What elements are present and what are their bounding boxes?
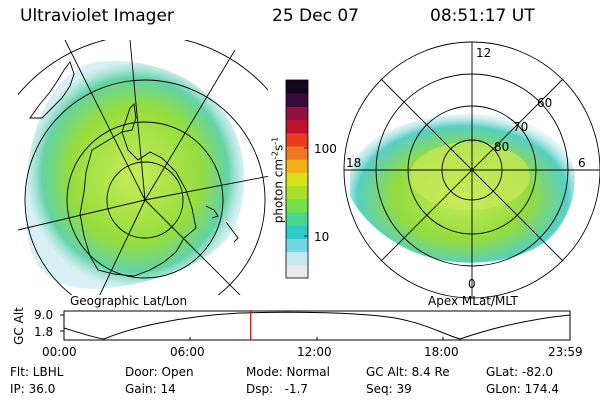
time-label: 08:51:17 UT <box>430 6 535 26</box>
peninsula-coastline <box>121 103 137 133</box>
altitude-ytick-1.8: 1.8 <box>34 325 54 339</box>
colorbar-frame <box>285 79 309 279</box>
date-label: 25 Dec 07 <box>272 6 359 26</box>
colorbar-tick-100: 100 <box>314 142 337 156</box>
colorbar-step <box>286 198 308 213</box>
status-dsp: Dsp: -1.7 <box>246 382 309 396</box>
altitude-ylabel: GC Alt <box>12 307 26 345</box>
colorbar-step <box>286 106 308 121</box>
mlt-label-0: 0 <box>468 277 476 291</box>
geographic-panel <box>18 40 268 295</box>
aurora-region-geographic <box>25 60 245 289</box>
colorbar-step <box>286 93 308 107</box>
colorbar-step <box>286 251 308 266</box>
xtick-2359: 23:59 <box>548 345 583 359</box>
mlt-lines <box>344 42 600 298</box>
altitude-frame <box>63 310 571 341</box>
colorbar <box>286 80 308 279</box>
colorbar-step <box>286 159 308 173</box>
colorbar-step <box>286 80 308 94</box>
xtick-12: 12:00 <box>297 345 332 359</box>
altitude-plot <box>60 310 571 341</box>
south-america-coastline <box>29 61 75 119</box>
mlat-label-70: 70 <box>513 120 529 134</box>
colorbar-step <box>286 212 308 226</box>
colorbar-step <box>286 264 308 279</box>
longitude-lines <box>18 40 268 295</box>
magnetic-caption: Apex MLat/MLT <box>428 294 518 308</box>
magnetic-panel <box>343 41 600 299</box>
status-glon: GLon: 174.4 <box>486 382 559 396</box>
antarctica-coastline <box>79 131 197 277</box>
colorbar-step <box>286 238 308 253</box>
status-mode: Mode: Normal <box>246 365 330 379</box>
status-flt: Flt: LBHL <box>10 365 64 379</box>
status-gain: Gain: 14 <box>125 382 176 396</box>
colorbar-step <box>286 146 308 160</box>
status-seq: Seq: 39 <box>366 382 412 396</box>
mlt-label-18: 18 <box>346 156 362 170</box>
colorbar-step <box>286 172 308 187</box>
mlat-label-80: 80 <box>494 140 510 154</box>
mlt-label-12: 12 <box>476 46 492 60</box>
altitude-ytick-9: 9.0 <box>34 308 54 322</box>
colorbar-tick-10: 10 <box>314 230 330 244</box>
geographic-caption: Geographic Lat/Lon <box>70 294 188 308</box>
altitude-ticks <box>60 314 444 340</box>
altitude-curve <box>63 311 571 340</box>
colorbar-units: photon cm-2s-1 <box>270 136 286 224</box>
xtick-18: 18:00 <box>424 345 459 359</box>
colorbar-step <box>286 132 308 147</box>
xtick-06: 06:00 <box>170 345 205 359</box>
colorbar-step <box>286 185 308 200</box>
mlt-label-6: 6 <box>578 156 586 170</box>
colorbar-ticks <box>304 147 308 237</box>
colorbar-step <box>286 119 308 134</box>
latitude-circles <box>18 40 268 295</box>
mlat-label-60: 60 <box>537 96 553 110</box>
colorbar-step <box>286 225 308 239</box>
status-glat: GLat: -82.0 <box>486 365 553 379</box>
instrument-title: Ultraviolet Imager <box>20 6 174 26</box>
status-gc-alt: GC Alt: 8.4 Re <box>366 365 450 379</box>
nz-coastline <box>205 205 239 243</box>
status-door: Door: Open <box>125 365 194 379</box>
status-ip: IP: 36.0 <box>10 382 56 396</box>
xtick-00: 00:00 <box>42 345 77 359</box>
